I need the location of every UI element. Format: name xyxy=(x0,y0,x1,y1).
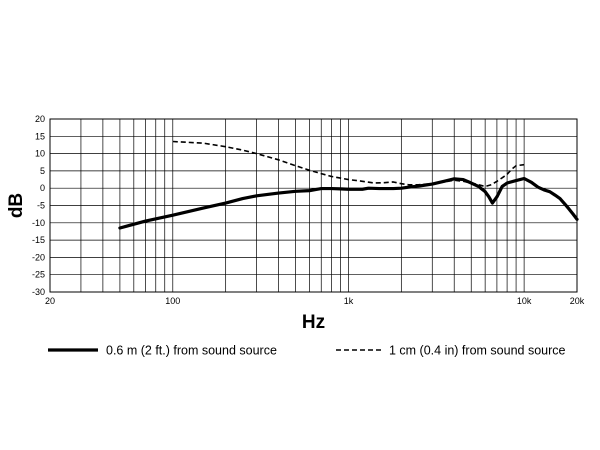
y-tick-label: -10 xyxy=(32,218,45,228)
plot-frame xyxy=(49,118,578,293)
y-tick-label: 15 xyxy=(35,131,45,141)
series-line-solid xyxy=(118,176,579,230)
y-axis-title: dB xyxy=(6,193,27,218)
y-tick-label: -15 xyxy=(32,235,45,245)
x-tick-label: 10k xyxy=(517,296,532,306)
curves xyxy=(118,140,579,230)
x-tick-label: 20k xyxy=(570,296,585,306)
y-tick-label: -25 xyxy=(32,270,45,280)
x-axis-title: Hz xyxy=(302,312,325,333)
y-tick-label: -30 xyxy=(32,287,45,297)
grid xyxy=(49,118,578,293)
legend: 0.6 m (2 ft.) from sound source 1 cm (0.… xyxy=(48,344,566,358)
y-tick-label: 20 xyxy=(35,114,45,124)
y-tick-label: 0 xyxy=(40,183,45,193)
y-axis-ticks: 20 15 10 5 0 -5 -10 -15 -20 -25 -30 xyxy=(32,114,45,297)
x-tick-label: 1k xyxy=(344,296,354,306)
y-tick-label: 10 xyxy=(35,149,45,159)
legend-label-solid: 0.6 m (2 ft.) from sound source xyxy=(106,344,277,358)
y-tick-label: -5 xyxy=(37,201,45,211)
y-tick-label: -20 xyxy=(32,252,45,262)
legend-label-dashed: 1 cm (0.4 in) from sound source xyxy=(389,344,566,358)
series-line-dashed xyxy=(172,140,525,188)
y-tick-label: 5 xyxy=(40,166,45,176)
x-axis-ticks: 20 100 1k 10k 20k xyxy=(45,296,585,306)
x-tick-label: 100 xyxy=(165,296,180,306)
x-tick-label: 20 xyxy=(45,296,55,306)
